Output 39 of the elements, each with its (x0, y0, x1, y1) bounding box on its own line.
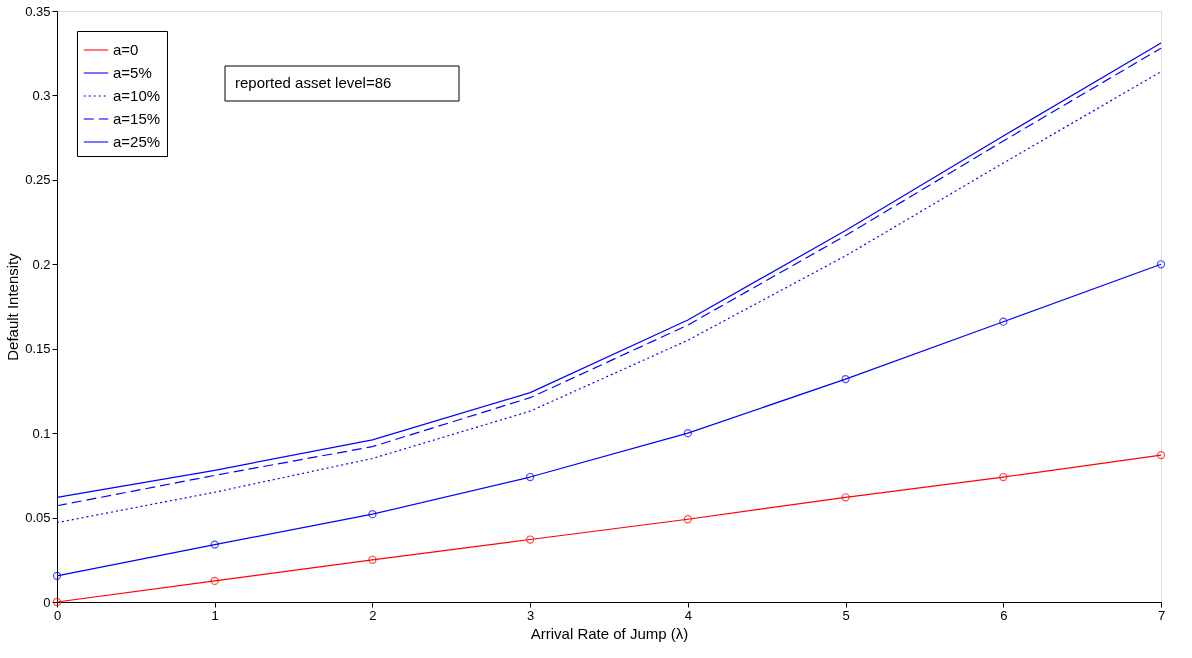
x-tick-label: 2 (369, 607, 377, 623)
y-tick-label: 0.35 (25, 3, 51, 19)
point (683, 515, 692, 524)
legend-label: a=25% (113, 133, 161, 150)
point (1156, 450, 1166, 460)
legend-label: a=15% (113, 110, 161, 127)
point (999, 317, 1008, 326)
x-tick-label: 7 (1157, 607, 1166, 623)
annotation: reported asset level=86 (235, 74, 392, 91)
y-tick-label: 0.05 (25, 510, 51, 526)
y-tick-label: 0.1 (32, 425, 51, 441)
point (683, 429, 692, 438)
point (368, 510, 377, 519)
x-tick-label: 5 (842, 607, 850, 623)
legend-label: a=10% (113, 87, 161, 104)
x-tick-label: 6 (1000, 607, 1008, 623)
point (841, 493, 850, 502)
point (999, 472, 1008, 482)
y-tick-label: 0.2 (32, 256, 51, 272)
y-tick-label: 0.3 (32, 87, 51, 103)
point (210, 576, 219, 586)
point (526, 472, 535, 482)
legend-label: a=5% (113, 64, 152, 81)
point (1156, 260, 1166, 269)
y-tick-label: 0.25 (25, 172, 51, 188)
x-axis-title: Arrival Rate of Jump (λ) (530, 624, 689, 642)
point (210, 540, 219, 549)
legend-label: a=0 (113, 41, 139, 58)
x-tick-label: 1 (211, 607, 219, 623)
x-tick-label: 4 (684, 607, 692, 623)
y-tick-label: 0.15 (25, 341, 51, 357)
x-tick-label: 3 (527, 607, 535, 623)
y-tick-label: 0 (43, 594, 51, 610)
point (368, 555, 377, 564)
point (841, 374, 850, 384)
x-tick-label: 0 (53, 607, 62, 623)
y-axis-title: Default Intensity (4, 252, 22, 361)
point (52, 571, 62, 580)
point (526, 535, 535, 544)
